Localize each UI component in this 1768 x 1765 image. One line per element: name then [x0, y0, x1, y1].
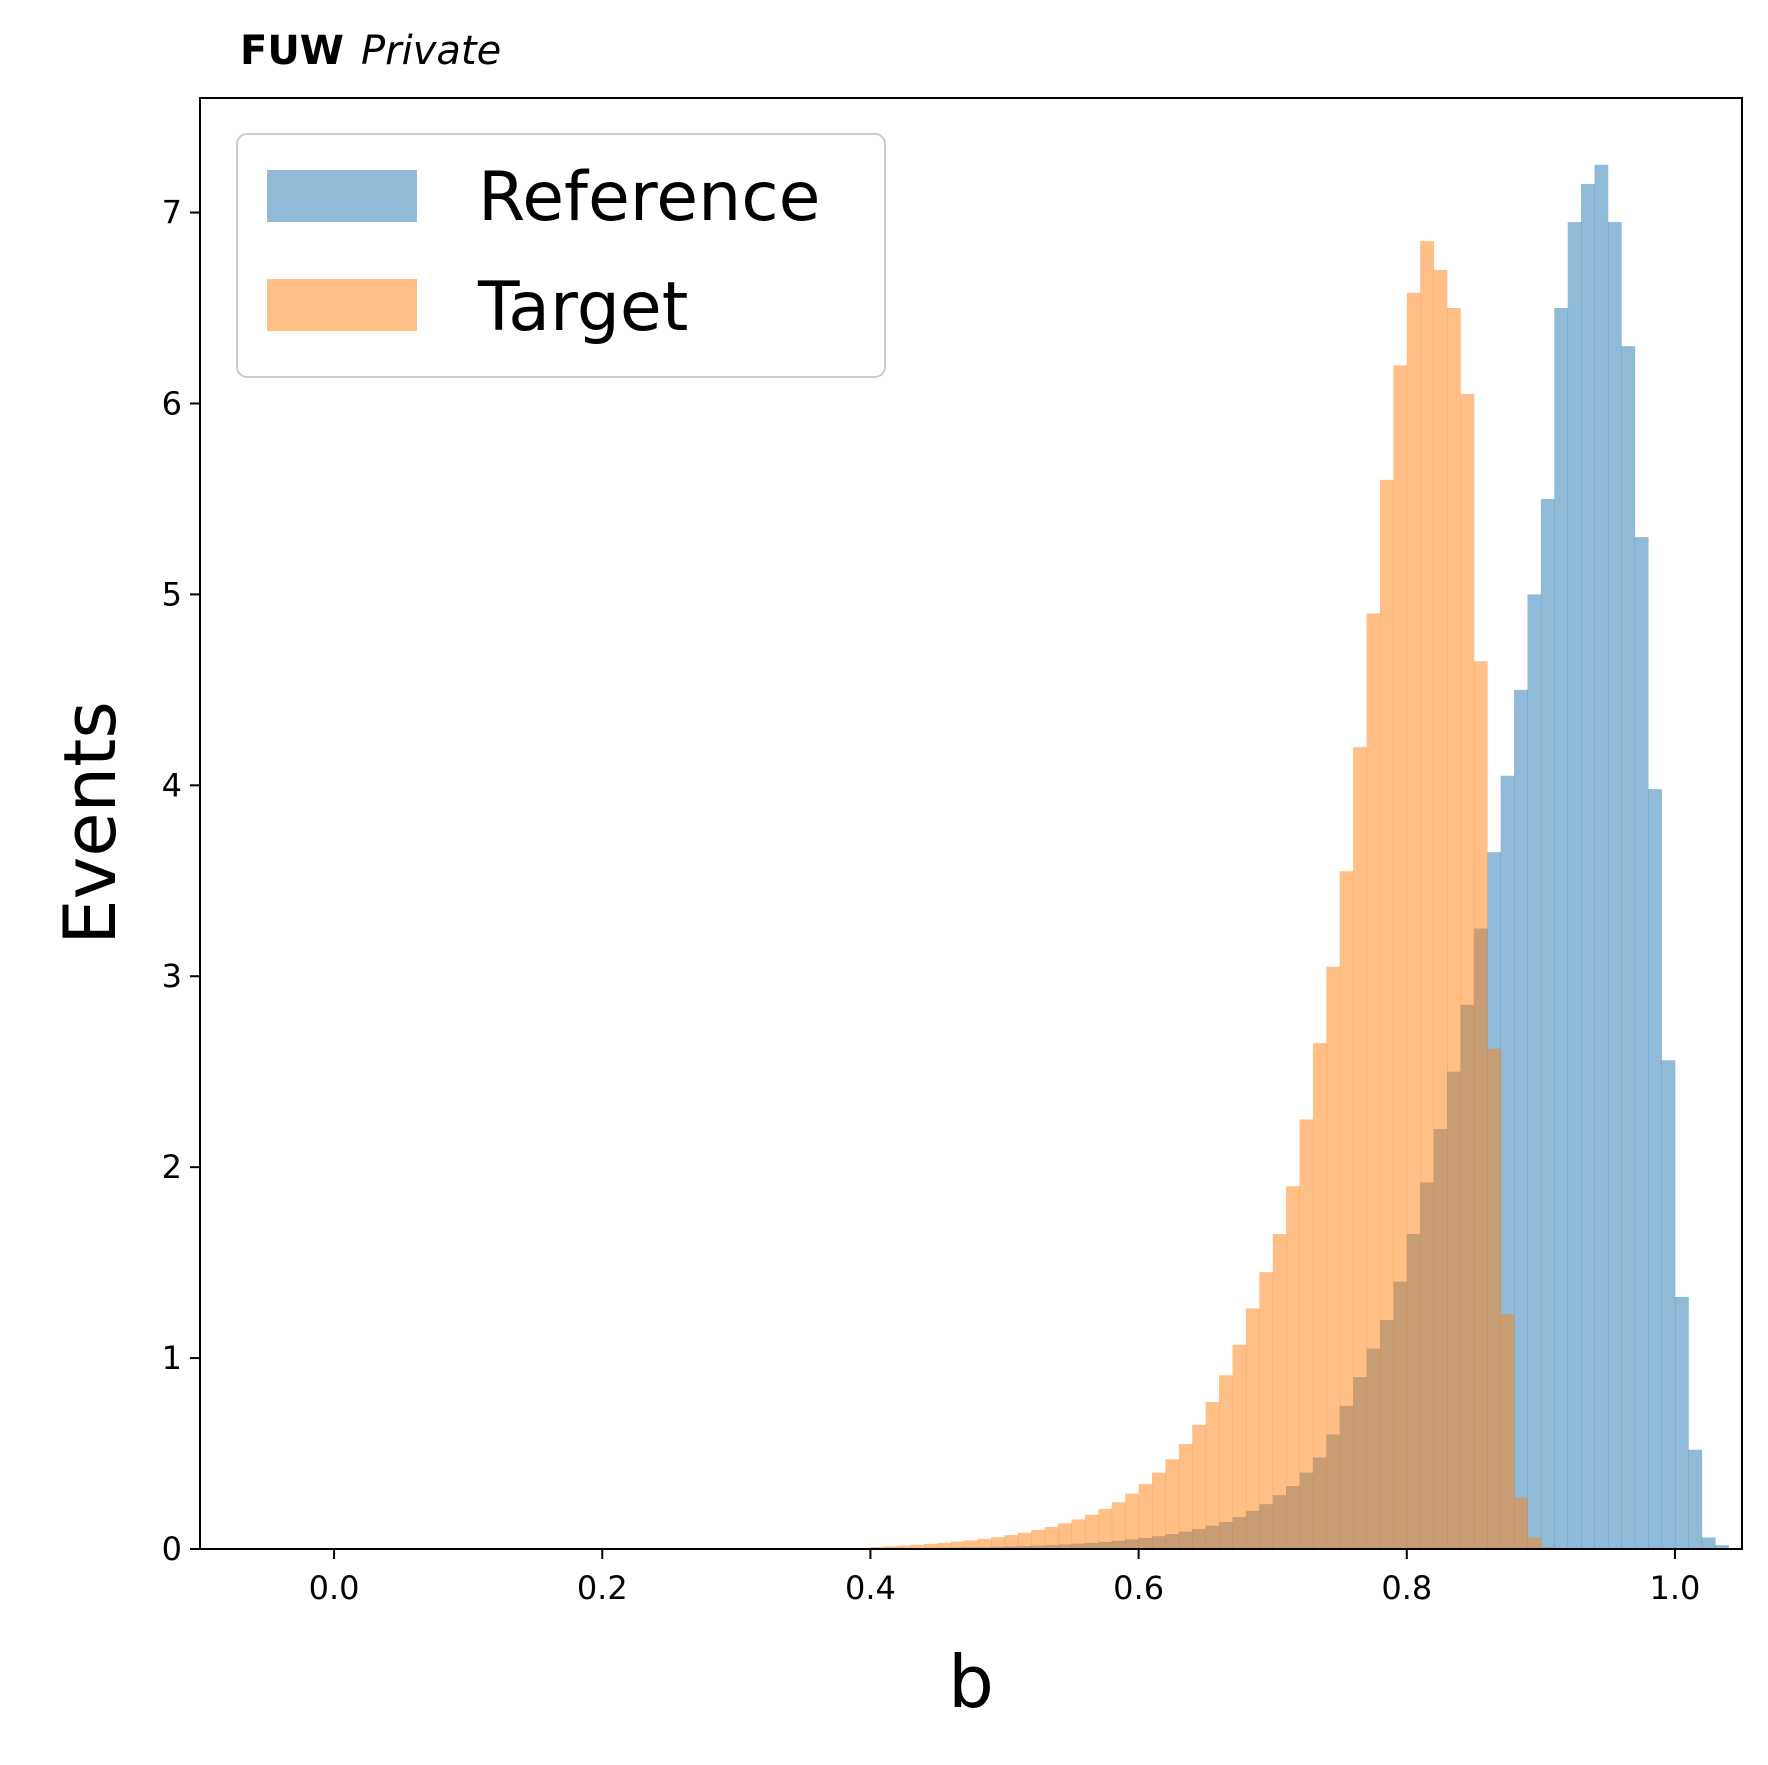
y-tick-label: 2 [162, 1148, 182, 1186]
target-bar [1447, 308, 1461, 1549]
y-axis-title: Events [48, 701, 132, 945]
reference-bar [1581, 183, 1595, 1549]
x-axis-title: b [948, 1640, 994, 1724]
y-axis-ticks: 0 1 2 3 4 5 6 7 [162, 194, 200, 1568]
target-bar [897, 1545, 912, 1549]
plot-area [870, 164, 1729, 1550]
y-tick-label: 0 [162, 1530, 182, 1568]
target-bar [1098, 1508, 1113, 1549]
reference-bar [1674, 1296, 1689, 1549]
target-bar [1527, 1537, 1542, 1549]
target-bar [1406, 292, 1421, 1549]
reference-bar [1621, 346, 1636, 1550]
reference-bar [1554, 308, 1569, 1549]
reference-bar [1514, 689, 1528, 1549]
reference-bar [1607, 222, 1622, 1550]
reference-bar [1701, 1537, 1716, 1549]
target-bar [1205, 1401, 1220, 1549]
target-bar [924, 1543, 938, 1549]
target-bar [1232, 1344, 1247, 1549]
target-bar [1017, 1532, 1032, 1549]
reference-bar [1661, 1060, 1676, 1549]
y-tick-label: 1 [162, 1339, 182, 1377]
x-tick-label: 0.0 [309, 1569, 360, 1607]
target-bar [1272, 1233, 1287, 1549]
target-bar [1071, 1519, 1086, 1549]
target-bar [1004, 1535, 1019, 1549]
x-axis-ticks: 0.0 0.2 0.4 0.6 0.8 1.0 [309, 1549, 1701, 1607]
legend-label-reference: Reference [478, 158, 820, 237]
reference-bar [1648, 789, 1662, 1549]
target-bar [991, 1537, 1005, 1549]
target-bar [1299, 1119, 1314, 1549]
target-bar [1433, 269, 1448, 1550]
y-tick-label: 5 [162, 575, 182, 613]
x-tick-label: 0.2 [577, 1569, 628, 1607]
y-tick-label: 6 [162, 384, 182, 422]
target-bar [1286, 1186, 1300, 1549]
target-bar [1111, 1502, 1126, 1549]
legend: Reference Target [236, 133, 886, 378]
target-bar [1366, 613, 1381, 1549]
target-bar [1084, 1514, 1099, 1549]
target-bar [1473, 661, 1488, 1549]
target-bar [1420, 241, 1434, 1550]
reference-bar [1567, 222, 1582, 1550]
target-bar [1326, 966, 1341, 1549]
target-bar [1460, 393, 1475, 1550]
target-bar [1245, 1308, 1260, 1549]
reference-bar [1594, 164, 1609, 1549]
target-bar [1165, 1459, 1180, 1549]
reference-bar [1634, 537, 1649, 1549]
y-tick-label: 7 [162, 194, 182, 232]
target-bar [1487, 1048, 1502, 1549]
watermark-italic-text: Private [361, 28, 501, 74]
target-bar [1500, 1314, 1515, 1549]
target-bar [950, 1541, 965, 1549]
target-bar [1393, 365, 1408, 1549]
legend-label-target: Target [477, 268, 688, 347]
axes-frame [199, 97, 1743, 1550]
target-bar [1379, 479, 1394, 1550]
target-bar [1152, 1472, 1166, 1549]
x-tick-label: 0.4 [845, 1569, 896, 1607]
target-bar [977, 1538, 992, 1549]
reference-bar [1540, 498, 1555, 1550]
target-bar [1138, 1484, 1153, 1549]
target-bar [1058, 1523, 1072, 1549]
reference-bar [1715, 1545, 1729, 1549]
target-series-bars [870, 241, 1555, 1550]
x-tick-label: 0.6 [1113, 1569, 1164, 1607]
watermark: FUW Private [240, 28, 501, 74]
target-bar [1514, 1497, 1528, 1549]
legend-swatch-reference [267, 170, 417, 222]
x-tick-label: 1.0 [1650, 1569, 1701, 1607]
target-bar [883, 1546, 898, 1549]
reference-bar [1527, 594, 1542, 1549]
target-bar [1192, 1424, 1207, 1549]
target-bar [1219, 1375, 1233, 1549]
target-bar [1125, 1493, 1140, 1549]
target-bar [1044, 1527, 1059, 1549]
target-bar [1178, 1443, 1193, 1549]
y-tick-label: 3 [162, 957, 182, 995]
target-bar [1339, 871, 1354, 1549]
y-tick-label: 4 [162, 766, 182, 804]
target-bar [1312, 1043, 1327, 1549]
target-bar [910, 1544, 925, 1549]
target-bar [937, 1542, 952, 1549]
target-bar [1031, 1529, 1046, 1549]
legend-swatch-target [267, 279, 417, 331]
x-tick-label: 0.8 [1381, 1569, 1432, 1607]
target-bar [1353, 747, 1367, 1549]
target-bar [964, 1540, 979, 1549]
target-bar [1259, 1272, 1274, 1549]
watermark-bold-text: FUW [240, 28, 344, 74]
reference-bar [1688, 1449, 1703, 1549]
